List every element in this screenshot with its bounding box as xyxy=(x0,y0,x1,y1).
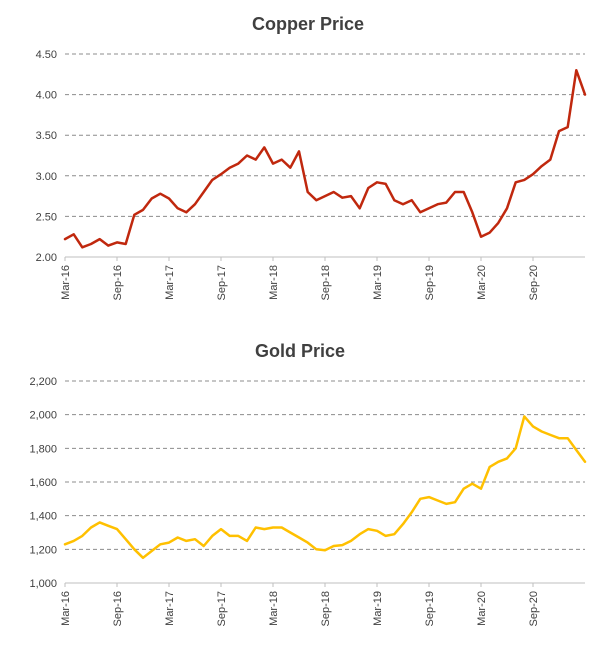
gold-y-tick-label: 2,200 xyxy=(29,376,57,388)
copper-x-tick-label: Mar-20 xyxy=(476,265,488,300)
gold-x-tick-label: Mar-18 xyxy=(268,591,280,626)
copper-y-tick-label: 3.00 xyxy=(36,171,57,183)
gold-x-tick-label: Sep-16 xyxy=(112,591,124,626)
copper-y-tick-label: 4.00 xyxy=(36,90,57,102)
gold-x-tick-label: Mar-17 xyxy=(164,591,176,626)
gold-price-chart: Gold Price 1,000 1,200 1,400 1,600 1,800 2,00… xyxy=(29,341,587,626)
gold-y-tick-label: 1,200 xyxy=(29,544,57,556)
copper-y-tick-label: 2.00 xyxy=(36,252,57,264)
copper-x-tick-label: Mar-18 xyxy=(268,265,280,300)
copper-y-tick-label: 3.50 xyxy=(36,130,57,142)
gold-x-tick-label: Mar-16 xyxy=(60,591,72,626)
gold-y-tick-label: 2,000 xyxy=(29,410,57,422)
copper-x-tick-label: Mar-17 xyxy=(164,265,176,300)
copper-x-tick-label: Sep-17 xyxy=(216,265,228,300)
gold-x-tick-label: Sep-19 xyxy=(424,591,436,626)
gold-y-tick-label: 1,400 xyxy=(29,511,57,523)
copper-y-tick-label: 2.50 xyxy=(36,211,57,223)
copper-x-tick-label: Mar-16 xyxy=(60,265,72,300)
gold-x-tick-label: Mar-20 xyxy=(476,591,488,626)
gold-y-tick-label: 1,600 xyxy=(29,477,57,489)
gold-x-tick-label: Sep-17 xyxy=(216,591,228,626)
gold-y-tick-label: 1,000 xyxy=(29,578,57,590)
gold-x-tick-label: Mar-19 xyxy=(372,591,384,626)
gold-price-line xyxy=(63,415,587,560)
copper-x-tick-label: Sep-19 xyxy=(424,265,436,300)
copper-chart-title: Copper Price xyxy=(252,14,364,34)
copper-price-line xyxy=(63,68,587,249)
copper-x-tick-label: Mar-19 xyxy=(372,265,384,300)
gold-x-tick-label: Sep-20 xyxy=(528,591,540,626)
copper-x-tick-label: Sep-20 xyxy=(528,265,540,300)
copper-x-tick-label: Sep-18 xyxy=(320,265,332,300)
gold-x-tick-label: Sep-18 xyxy=(320,591,332,626)
gold-y-tick-label: 1,800 xyxy=(29,443,57,455)
gold-chart-title: Gold Price xyxy=(255,341,345,361)
copper-y-tick-label: 4.50 xyxy=(36,49,57,61)
copper-x-tick-label: Sep-16 xyxy=(112,265,124,300)
copper-price-chart: Copper Price 2.00 2.50 3.00 3.50 4.00 4.50 Mar… xyxy=(36,14,587,300)
